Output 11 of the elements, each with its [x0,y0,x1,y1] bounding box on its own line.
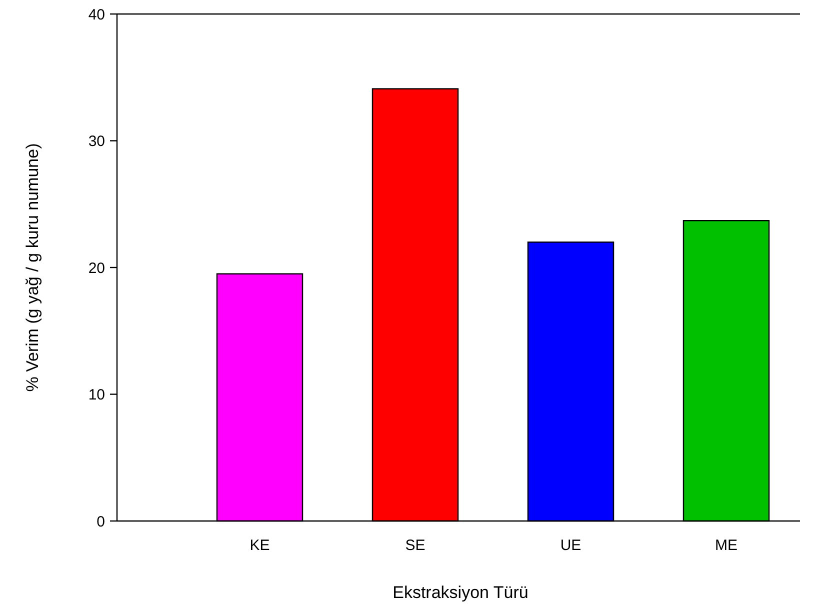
x-axis-title: Ekstraksiyon Türü [392,583,528,602]
y-axis-title: % Verim (g yağ / g kuru numune) [23,143,42,392]
y-tick-label: 40 [88,6,105,24]
x-tick-label: SE [405,537,426,554]
y-tick-label: 0 [96,513,105,530]
y-tick-label: 10 [88,386,105,404]
x-tick-label: ME [715,537,738,554]
y-tick-label: 20 [88,260,105,277]
x-tick-label: KE [250,537,270,554]
y-tick-label: 30 [88,133,105,150]
x-tick-label: UE [560,537,582,554]
